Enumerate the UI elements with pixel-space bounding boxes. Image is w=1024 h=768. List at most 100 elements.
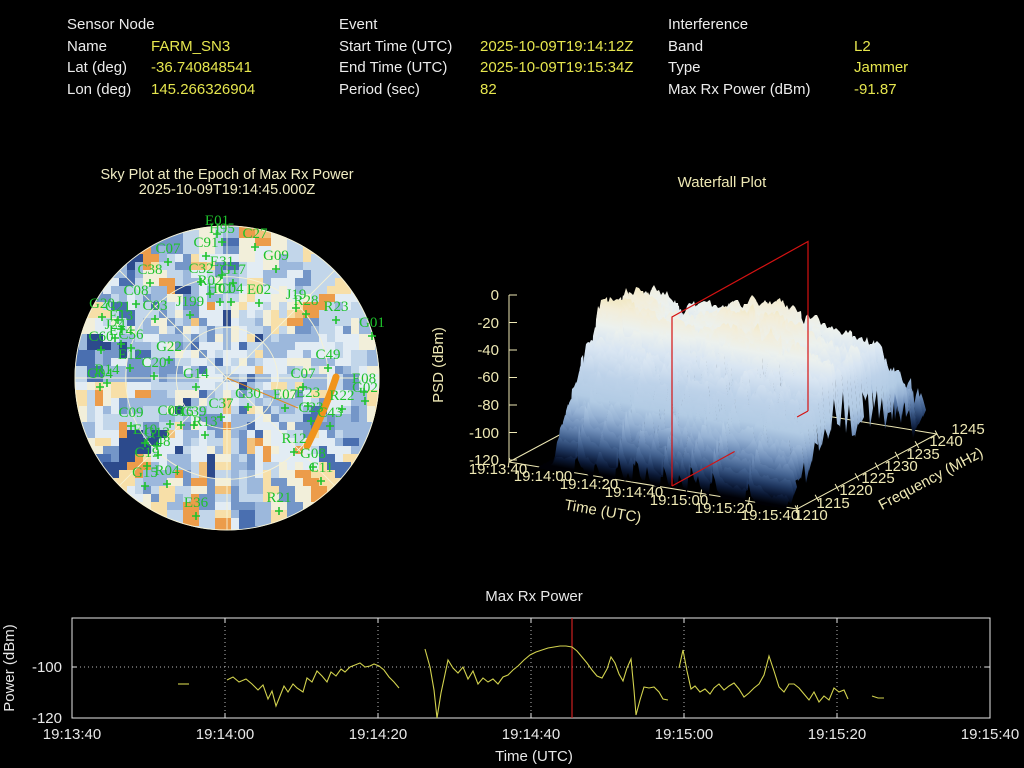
svg-text:G30: G30 <box>235 386 261 402</box>
svg-text:-120: -120 <box>32 710 62 727</box>
svg-text:Max Rx Power: Max Rx Power <box>485 588 583 605</box>
svg-text:E12: E12 <box>118 347 142 363</box>
svg-text:Period (sec): Period (sec) <box>339 81 420 98</box>
svg-text:C60: C60 <box>88 329 113 345</box>
svg-text:C11: C11 <box>309 460 333 476</box>
svg-text:G20: G20 <box>89 296 115 312</box>
svg-text:J24: J24 <box>105 317 126 333</box>
svg-text:19:13:40: 19:13:40 <box>469 461 527 478</box>
svg-text:G08: G08 <box>300 446 326 462</box>
svg-text:E08: E08 <box>352 371 376 387</box>
svg-text:Type: Type <box>668 59 701 76</box>
svg-text:L2: L2 <box>854 38 871 55</box>
svg-text:Max Rx Power (dBm): Max Rx Power (dBm) <box>668 81 811 98</box>
svg-text:2025-10-09T19:14:12Z: 2025-10-09T19:14:12Z <box>480 38 633 55</box>
svg-text:C23: C23 <box>298 400 323 416</box>
svg-text:J19: J19 <box>286 287 307 303</box>
svg-text:Event: Event <box>339 16 378 33</box>
svg-text:R21: R21 <box>266 490 291 506</box>
svg-text:-20: -20 <box>477 315 499 332</box>
svg-text:-60: -60 <box>477 369 499 386</box>
svg-text:-120: -120 <box>469 452 499 469</box>
svg-text:R02: R02 <box>197 273 222 289</box>
svg-text:19:14:20: 19:14:20 <box>349 726 407 743</box>
svg-text:G21: G21 <box>105 299 131 315</box>
svg-text:R22: R22 <box>329 388 354 404</box>
svg-text:E14: E14 <box>109 323 134 339</box>
svg-text:-40: -40 <box>477 342 499 359</box>
svg-text:C06: C06 <box>157 403 183 419</box>
svg-text:C27: C27 <box>242 226 268 242</box>
svg-text:E13: E13 <box>109 308 133 324</box>
svg-text:G04: G04 <box>87 366 113 382</box>
svg-text:Power (dBm): Power (dBm) <box>1 624 18 712</box>
svg-text:Lon (deg): Lon (deg) <box>67 81 131 98</box>
svg-text:19:14:20: 19:14:20 <box>560 476 618 493</box>
svg-text:1225: 1225 <box>861 470 894 487</box>
svg-text:1220: 1220 <box>839 482 872 499</box>
svg-text:Start Time (UTC): Start Time (UTC) <box>339 38 452 55</box>
svg-text:1245: 1245 <box>951 421 984 438</box>
svg-text:-100: -100 <box>469 425 499 442</box>
svg-text:C37: C37 <box>208 396 234 412</box>
svg-text:C48: C48 <box>145 434 170 450</box>
svg-text:Sensor Node: Sensor Node <box>67 16 155 33</box>
svg-text:1210: 1210 <box>794 507 827 524</box>
svg-text:G15: G15 <box>132 465 158 481</box>
svg-text:1215: 1215 <box>816 495 849 512</box>
svg-text:1235: 1235 <box>906 446 939 463</box>
svg-text:-91.87: -91.87 <box>854 81 897 98</box>
svg-text:Time (UTC): Time (UTC) <box>495 748 573 765</box>
svg-text:C04: C04 <box>218 281 244 297</box>
svg-text:G14: G14 <box>183 366 209 382</box>
svg-text:E02: E02 <box>247 282 271 298</box>
svg-text:19:14:00: 19:14:00 <box>514 468 572 485</box>
svg-text:Name: Name <box>67 38 107 55</box>
svg-text:Sky Plot at the Epoch of Max R: Sky Plot at the Epoch of Max Rx Power <box>100 167 353 183</box>
svg-text:Band: Band <box>668 38 703 55</box>
svg-text:19:15:40: 19:15:40 <box>741 507 799 524</box>
svg-text:G09: G09 <box>263 248 289 264</box>
svg-text:C08: C08 <box>123 283 148 299</box>
svg-text:E23: E23 <box>296 385 320 401</box>
svg-text:19:14:40: 19:14:40 <box>605 484 663 501</box>
svg-text:19:15:00: 19:15:00 <box>650 492 708 509</box>
svg-text:J199: J199 <box>176 294 204 310</box>
svg-text:19:14:00: 19:14:00 <box>196 726 254 743</box>
svg-text:R14: R14 <box>94 362 120 378</box>
svg-text:82: 82 <box>480 81 497 98</box>
svg-text:C20: C20 <box>141 355 166 371</box>
svg-text:145.266326904: 145.266326904 <box>151 81 255 98</box>
svg-text:19:15:40: 19:15:40 <box>961 726 1019 743</box>
svg-text:PSD (dBm): PSD (dBm) <box>430 327 447 403</box>
svg-text:E10: E10 <box>133 422 157 438</box>
svg-text:19:13:40: 19:13:40 <box>43 726 101 743</box>
svg-text:-36.740848541: -36.740848541 <box>151 59 252 76</box>
svg-text:C03: C03 <box>142 298 167 314</box>
svg-text:Interference: Interference <box>668 16 748 33</box>
svg-text:19:15:00: 19:15:00 <box>655 726 713 743</box>
svg-text:C19: C19 <box>134 445 159 461</box>
svg-text:R23: R23 <box>323 299 348 315</box>
svg-text:H01: H01 <box>207 281 233 297</box>
svg-text:End Time (UTC): End Time (UTC) <box>339 59 447 76</box>
svg-text:C09: C09 <box>118 405 143 421</box>
svg-text:FARM_SN3: FARM_SN3 <box>151 38 230 55</box>
svg-text:-100: -100 <box>32 659 62 676</box>
svg-text:C43: C43 <box>317 405 342 421</box>
svg-text:C49: C49 <box>315 347 340 363</box>
svg-text:E36: E36 <box>184 495 209 511</box>
svg-text:G22: G22 <box>156 339 182 355</box>
svg-text:H95: H95 <box>209 221 235 237</box>
svg-text:C38: C38 <box>137 262 162 278</box>
svg-text:G02: G02 <box>352 380 378 396</box>
svg-text:1230: 1230 <box>884 458 917 475</box>
svg-text:2025-10-09T19:14:45.000Z: 2025-10-09T19:14:45.000Z <box>139 182 316 198</box>
svg-text:C07: C07 <box>290 366 316 382</box>
svg-text:C16: C16 <box>168 404 194 420</box>
svg-text:-80: -80 <box>477 397 499 414</box>
svg-text:C91: C91 <box>193 235 218 251</box>
svg-text:C39: C39 <box>181 404 206 420</box>
svg-text:Jammer: Jammer <box>854 59 908 76</box>
svg-text:R13: R13 <box>192 414 217 430</box>
